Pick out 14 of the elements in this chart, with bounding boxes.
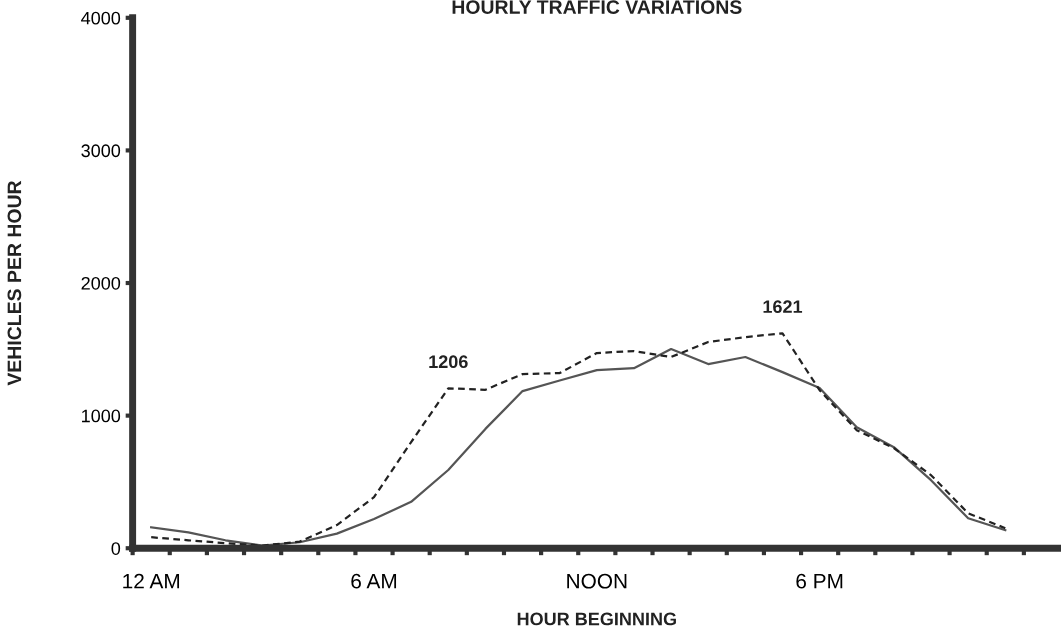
y-tick-label: 0 <box>111 542 121 555</box>
y-tick-label: 2000 <box>81 276 121 290</box>
y-tick-label: 1000 <box>82 409 121 423</box>
data-label: 1621 <box>763 300 803 314</box>
data-label: 1206 <box>429 355 468 369</box>
y-axis-title: VEHICLES PER HOUR <box>7 180 22 386</box>
y-tick-label: 3000 <box>81 144 121 158</box>
y-tick-label: 4000 <box>81 11 121 25</box>
x-axis-title: HOUR BEGINNING <box>517 612 676 626</box>
x-tick-label: 12 AM <box>123 573 180 589</box>
x-tick-label: 6 AM <box>351 573 397 589</box>
chart-title: HOURLY TRAFFIC VARIATIONS <box>452 0 742 14</box>
x-tick-label: 6 PM <box>796 573 843 589</box>
x-tick-label: NOON <box>567 573 627 589</box>
